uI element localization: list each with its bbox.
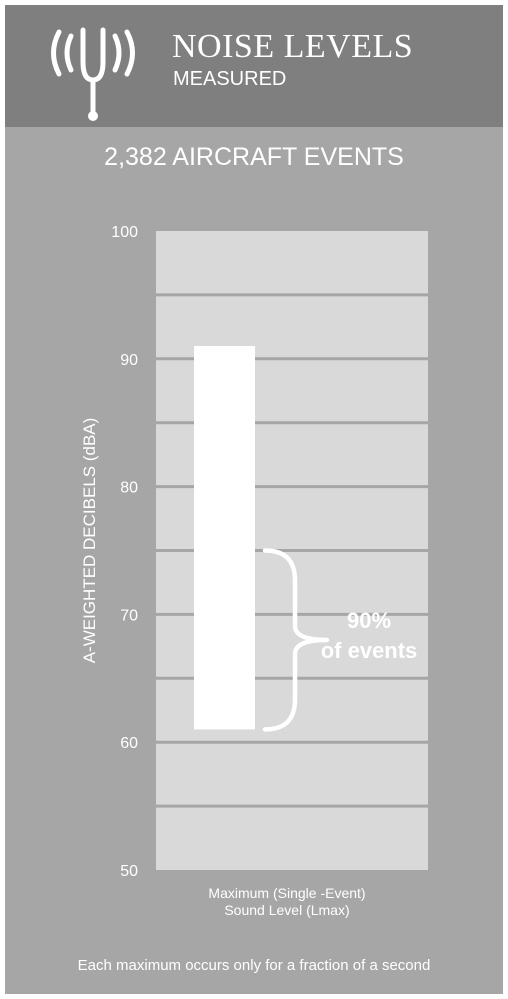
page-title: NOISE LEVELS <box>172 28 414 65</box>
annotation-of-events: of events <box>321 638 418 663</box>
y-axis-ticks: 50 60 70 80 90 100 <box>111 224 138 880</box>
noise-level-chart: 50 60 70 80 90 100 90% of events A-WEIGHTED D… <box>80 224 428 918</box>
y-tick-label-70: 70 <box>120 607 138 624</box>
tuning-fork-icon <box>51 27 135 121</box>
infographic-panel: NOISE LEVELS MEASURED 2,382 AIRCRAFT EVE… <box>5 5 503 994</box>
y-axis-label: A-WEIGHTED DECIBELS (dBA) <box>80 418 99 664</box>
y-tick-label-50: 50 <box>120 863 138 880</box>
curly-brace <box>262 548 330 732</box>
y-tick-label-60: 60 <box>120 735 138 752</box>
footnote: Each maximum occurs only for a fraction … <box>77 957 431 974</box>
annotation-percent: 90% <box>347 608 391 633</box>
y-tick-label-90: 90 <box>120 352 138 369</box>
page-subtitle: MEASURED <box>173 68 287 90</box>
lmax-range-bar <box>194 346 255 730</box>
x-category-label-line1: Maximum (Single -Event) <box>208 885 365 901</box>
y-tick-label-80: 80 <box>120 480 138 497</box>
events-count-heading: 2,382 AIRCRAFT EVENTS <box>104 143 404 171</box>
header-banner: NOISE LEVELS MEASURED <box>5 5 503 127</box>
y-tick-label-100: 100 <box>111 224 138 241</box>
x-category-label-line2: Sound Level (Lmax) <box>224 902 349 918</box>
